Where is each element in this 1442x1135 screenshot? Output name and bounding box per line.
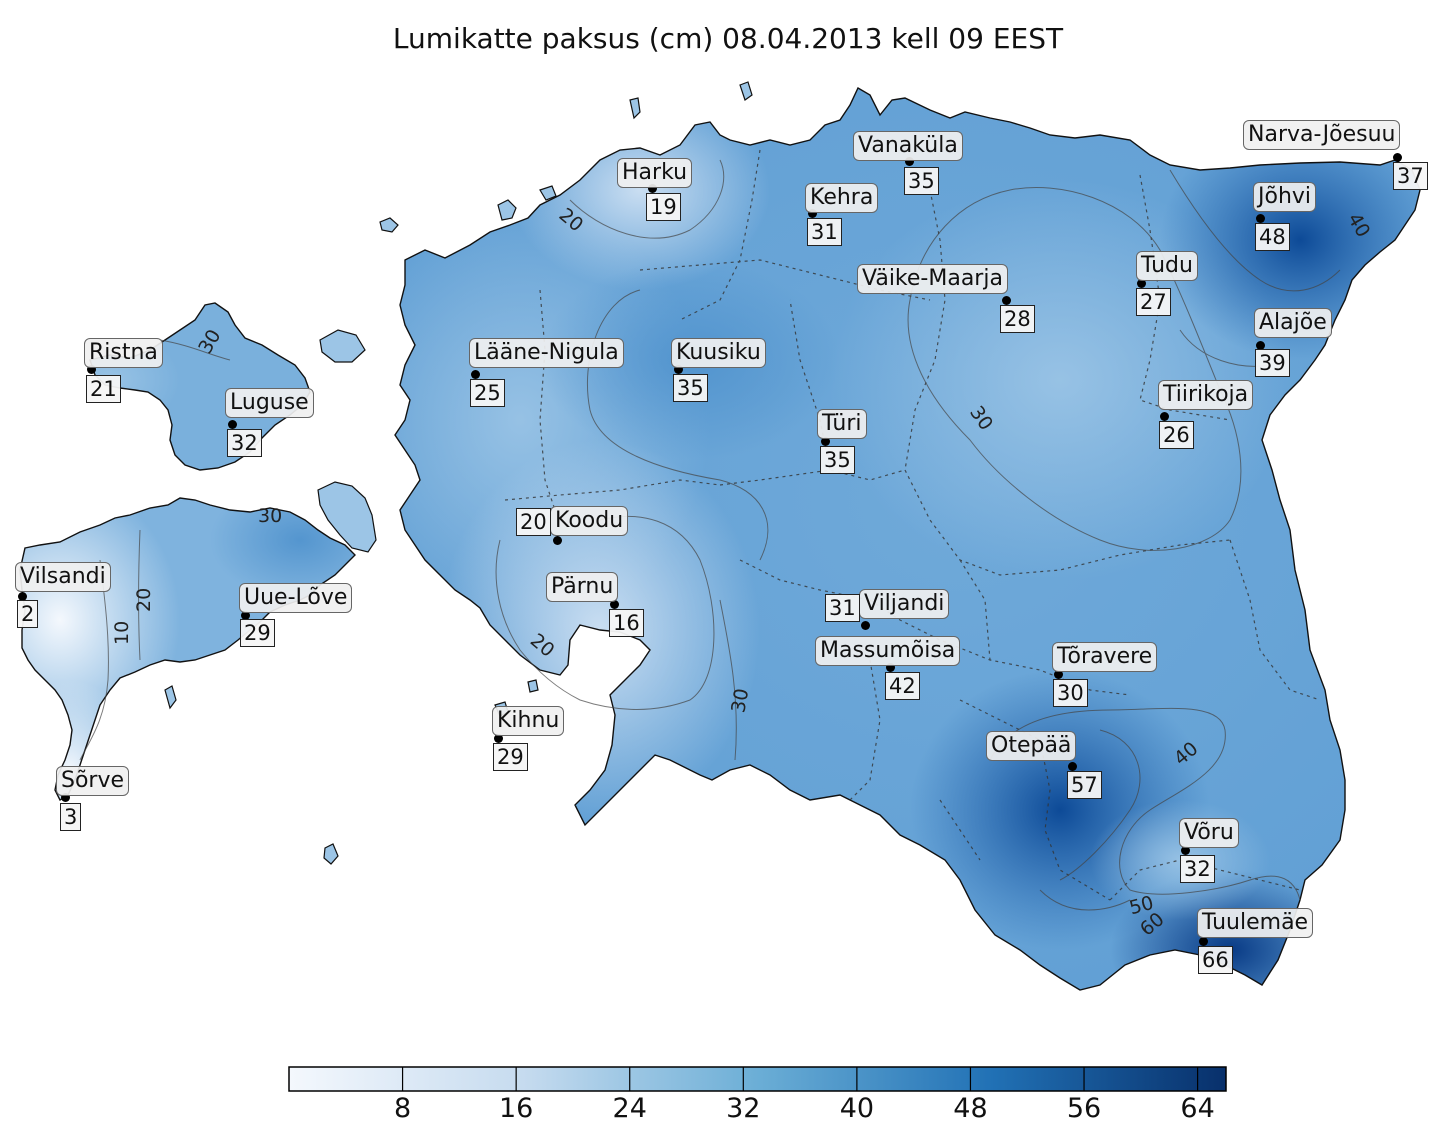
station-marker — [1256, 341, 1265, 350]
station-name-label: Türi — [817, 409, 867, 439]
station-name-label: Ristna — [84, 338, 163, 368]
map-title: Lumikatte paksus (cm) 08.04.2013 kell 09… — [392, 22, 1064, 55]
station-name-label: Luguse — [225, 388, 314, 418]
station-value-label: 32 — [1180, 855, 1215, 883]
colorbar-tick-label: 40 — [839, 1093, 875, 1124]
station-value-label: 57 — [1067, 771, 1102, 799]
small-islands — [164, 81, 753, 865]
station-marker — [821, 437, 830, 446]
station-value-label: 26 — [1159, 421, 1194, 449]
station-value-label: 3 — [60, 803, 82, 831]
station-name-label: Uue-Lõve — [239, 583, 353, 613]
station-name-label: Alajõe — [1254, 308, 1332, 338]
station-marker — [1160, 412, 1169, 421]
station-value-label: 25 — [470, 379, 505, 407]
colorbar-tick-label: 32 — [726, 1093, 761, 1124]
station-marker — [1181, 846, 1190, 855]
station-value-label: 29 — [240, 619, 275, 647]
station-marker — [1256, 214, 1265, 223]
station-marker — [228, 420, 237, 429]
station-marker — [808, 209, 817, 218]
colorbar-tick-label: 24 — [612, 1093, 647, 1124]
station-marker — [861, 621, 870, 630]
colorbar-tick-label: 48 — [953, 1093, 988, 1124]
station-marker — [905, 157, 914, 166]
colorbar-ticks — [401, 1067, 1199, 1091]
county-borders — [504, 149, 1321, 901]
station-name-label: Kuusiku — [671, 338, 766, 368]
contour-label: 20 — [133, 588, 155, 612]
station-value-label: 35 — [904, 167, 939, 195]
station-name-label: Otepää — [986, 731, 1077, 761]
station-marker — [1393, 153, 1402, 162]
station-value-label: 31 — [825, 594, 860, 622]
station-value-label: 19 — [646, 193, 681, 221]
colorbar-tick-label: 64 — [1180, 1093, 1215, 1124]
station-marker — [1054, 670, 1063, 679]
station-name-label: Lääne-Nigula — [469, 338, 624, 368]
station-marker — [1137, 279, 1146, 288]
station-value-label: 30 — [1053, 679, 1088, 707]
contour-lines — [79, 159, 1341, 911]
saaremaa-region — [19, 497, 356, 801]
station-value-label: 35 — [820, 446, 855, 474]
station-marker — [1068, 762, 1077, 771]
station-name-label: Väike-Maarja — [857, 264, 1008, 294]
station-value-label: 66 — [1198, 946, 1233, 974]
station-marker — [674, 365, 683, 374]
station-name-label: Vanaküla — [853, 131, 963, 161]
station-value-label: 28 — [1000, 305, 1035, 333]
station-marker — [610, 600, 619, 609]
station-value-label: 39 — [1255, 349, 1290, 377]
station-name-label: Massumõisa — [815, 636, 961, 666]
station-marker — [1002, 296, 1011, 305]
colorbar-tick-label: 16 — [498, 1093, 534, 1124]
station-value-label: 31 — [807, 218, 842, 246]
colorbar-tick-label: 56 — [1066, 1093, 1102, 1124]
contour-label: 10 — [111, 621, 133, 645]
station-name-label: Koodu — [550, 506, 629, 536]
colorbar-tick-label: 8 — [393, 1093, 412, 1124]
station-marker — [553, 536, 562, 545]
station-name-label: Tudu — [1136, 251, 1198, 281]
colorbar — [288, 1066, 1227, 1092]
station-value-label: 37 — [1393, 162, 1428, 190]
station-value-label: 16 — [609, 609, 644, 637]
station-name-label: Kehra — [805, 183, 879, 213]
station-marker — [886, 663, 895, 672]
colorbar-gradient — [288, 1066, 1227, 1092]
contour-label: 30 — [727, 687, 753, 715]
station-marker — [494, 734, 503, 743]
station-name-label: Jõhvi — [1253, 182, 1317, 212]
station-name-label: Vilsandi — [15, 562, 111, 592]
station-name-label: Viljandi — [859, 589, 950, 619]
station-value-label: 27 — [1136, 288, 1171, 316]
station-marker — [471, 370, 480, 379]
station-value-label: 2 — [17, 600, 39, 628]
station-value-label: 32 — [227, 429, 262, 457]
station-value-label: 20 — [516, 508, 551, 536]
station-name-label: Kihnu — [492, 706, 565, 736]
station-marker — [18, 592, 27, 601]
station-name-label: Harku — [617, 158, 693, 188]
station-marker — [61, 793, 70, 802]
station-marker — [648, 184, 657, 193]
station-value-label: 35 — [673, 374, 708, 402]
station-marker — [241, 611, 250, 620]
station-value-label: 42 — [885, 672, 920, 700]
contour-label: 30 — [258, 505, 282, 527]
station-name-label: Narva-Jõesuu — [1243, 120, 1401, 150]
station-value-label: 21 — [86, 375, 121, 403]
station-name-label: Tuulemäe — [1197, 908, 1314, 938]
station-name-label: Sõrve — [56, 766, 130, 796]
station-marker — [87, 365, 96, 374]
station-name-label: Tiirikoja — [1158, 380, 1254, 410]
station-value-label: 29 — [493, 743, 528, 771]
station-name-label: Pärnu — [546, 572, 619, 602]
station-value-label: 48 — [1255, 223, 1290, 251]
station-marker — [1199, 937, 1208, 946]
hiiumaa-region — [89, 302, 311, 471]
station-name-label: Tõravere — [1052, 642, 1158, 672]
station-name-label: Võru — [1179, 818, 1239, 848]
